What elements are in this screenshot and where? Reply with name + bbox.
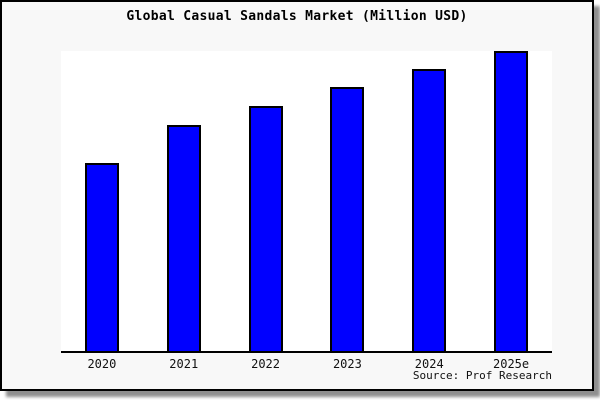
x-tick-2021: 2021 — [169, 357, 199, 371]
bar-2024 — [412, 69, 447, 351]
chart-frame: Global Casual Sandals Market (Million US… — [0, 0, 594, 391]
x-tick-2024: 2024 — [414, 357, 444, 371]
source-credit: Source: Prof Research — [412, 369, 552, 382]
x-tick-2025e: 2025e — [493, 357, 530, 371]
x-tick-2022: 2022 — [251, 357, 281, 371]
plot-area — [61, 51, 552, 353]
chart-title: Global Casual Sandals Market (Million US… — [126, 9, 468, 24]
bar-2025e — [494, 51, 529, 351]
bar-2021 — [166, 125, 201, 351]
bar-2020 — [84, 163, 119, 351]
x-tick-2020: 2020 — [87, 357, 117, 371]
x-axis-ticks: 2020 2021 2022 2023 2024 2025e — [61, 357, 552, 373]
x-tick-2023: 2023 — [332, 357, 362, 371]
bar-2023 — [330, 87, 365, 351]
bar-2022 — [248, 106, 283, 351]
